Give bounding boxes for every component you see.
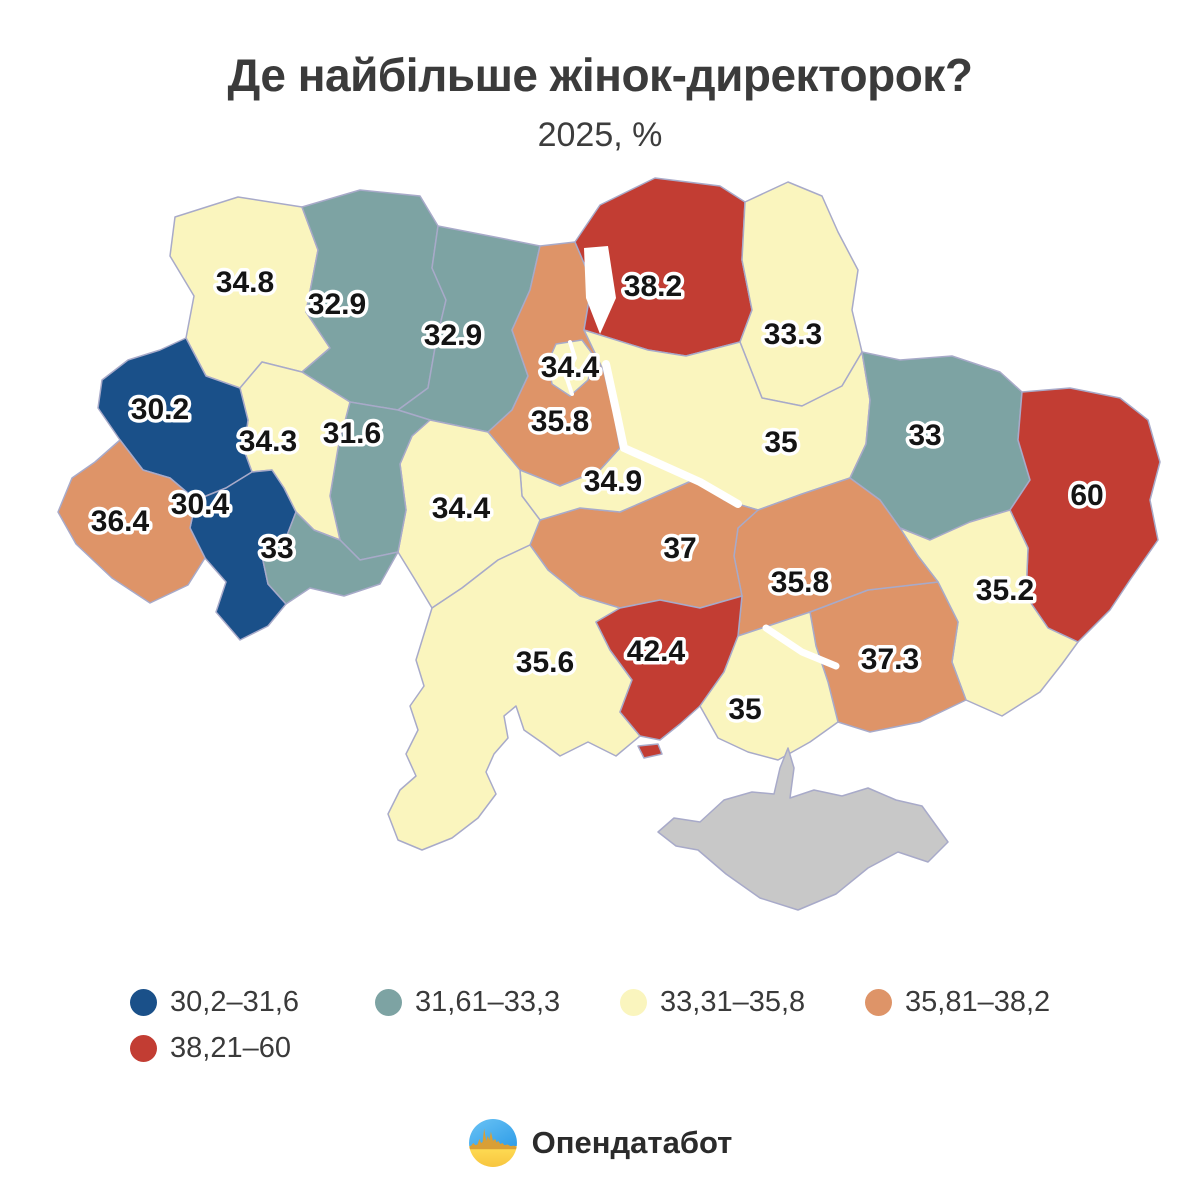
- legend-label-3: 33,31–35,8: [660, 986, 806, 1018]
- kakhovka-reservoir-water: [762, 624, 840, 670]
- region-value-luhansk: 60: [1070, 479, 1103, 512]
- region-value-odesa: 35.6: [516, 646, 574, 679]
- page-subtitle: 2025, %: [537, 116, 663, 154]
- region-value-donetsk: 35.2: [976, 574, 1034, 607]
- legend-label-2: 31,61–33,3: [415, 986, 561, 1018]
- legend-swatch-1: [130, 989, 157, 1016]
- region-value-volyn: 34.8: [216, 266, 274, 299]
- region-value-khmelnytskyi: 31.6: [323, 417, 381, 450]
- legend: 30,2–31,6 31,61–33,3 33,31–35,8 35,81–38…: [130, 986, 1110, 1065]
- legend-item-3: 33,31–35,8: [620, 986, 865, 1019]
- region-value-zakarpattia: 36.4: [91, 505, 150, 538]
- legend-item-2: 31,61–33,3: [375, 986, 620, 1019]
- region-luhansk: [1009, 387, 1161, 643]
- region-mykolaiv-spit: [637, 743, 663, 759]
- region-value-vinnytsia: 34.4: [432, 492, 491, 525]
- legend-item-5: 38,21–60: [130, 1032, 375, 1065]
- region-value-kirovohrad: 37: [663, 532, 696, 565]
- region-chernivtsi: [261, 511, 399, 605]
- legend-label-1: 30,2–31,6: [170, 986, 300, 1018]
- region-value-kherson: 35: [728, 693, 761, 726]
- region-value-chernivtsi: 33: [260, 532, 293, 565]
- page-title: Де найбільше жінок-директорок?: [227, 49, 973, 101]
- region-value-ternopil: 34.3: [239, 425, 297, 458]
- region-value-sumy: 33.3: [764, 318, 822, 351]
- region-value-kharkiv: 33: [908, 419, 941, 452]
- region-value-lviv: 30.2: [131, 393, 189, 426]
- legend-swatch-3: [620, 989, 647, 1016]
- kyiv-city-river-water: [564, 340, 577, 396]
- legend-item-4: 35,81–38,2: [865, 986, 1110, 1019]
- region-value-zhytomyr: 32.9: [424, 319, 482, 352]
- region-value-poltava: 35: [764, 426, 797, 459]
- opendatabot-logo-icon: [468, 1119, 517, 1167]
- region-value-dnipropetrovsk: 35.8: [771, 566, 829, 599]
- dnipro-river-water: [602, 360, 742, 508]
- region-value-cherkasy: 34.9: [584, 465, 642, 498]
- region-value-kyiv-oblast: 35.8: [531, 405, 589, 438]
- region-zakarpattia: [57, 439, 206, 604]
- brand-name: Опендатабот: [531, 1125, 733, 1160]
- brand-footer: Опендатабот: [0, 1118, 1200, 1168]
- legend-label-4: 35,81–38,2: [905, 986, 1051, 1018]
- region-value-ivano-frankivsk: 30.4: [171, 488, 230, 521]
- region-mykolaiv: [595, 595, 743, 741]
- region-sumy: [739, 181, 863, 407]
- region-value-mykolaiv: 42.4: [627, 635, 686, 668]
- kyiv-reservoir-water: [584, 246, 616, 334]
- region-crimea: [657, 747, 949, 911]
- region-value-chernihiv: 38.2: [624, 270, 682, 303]
- legend-item-1: 30,2–31,6: [130, 986, 375, 1019]
- legend-swatch-5: [130, 1035, 157, 1062]
- region-value-kyiv-city: 34.4: [541, 351, 600, 384]
- region-value-zaporizhzhia: 37.3: [861, 643, 919, 676]
- region-value-rivne: 32.9: [308, 288, 366, 321]
- legend-swatch-2: [375, 989, 402, 1016]
- legend-label-5: 38,21–60: [170, 1032, 291, 1064]
- legend-swatch-4: [865, 989, 892, 1016]
